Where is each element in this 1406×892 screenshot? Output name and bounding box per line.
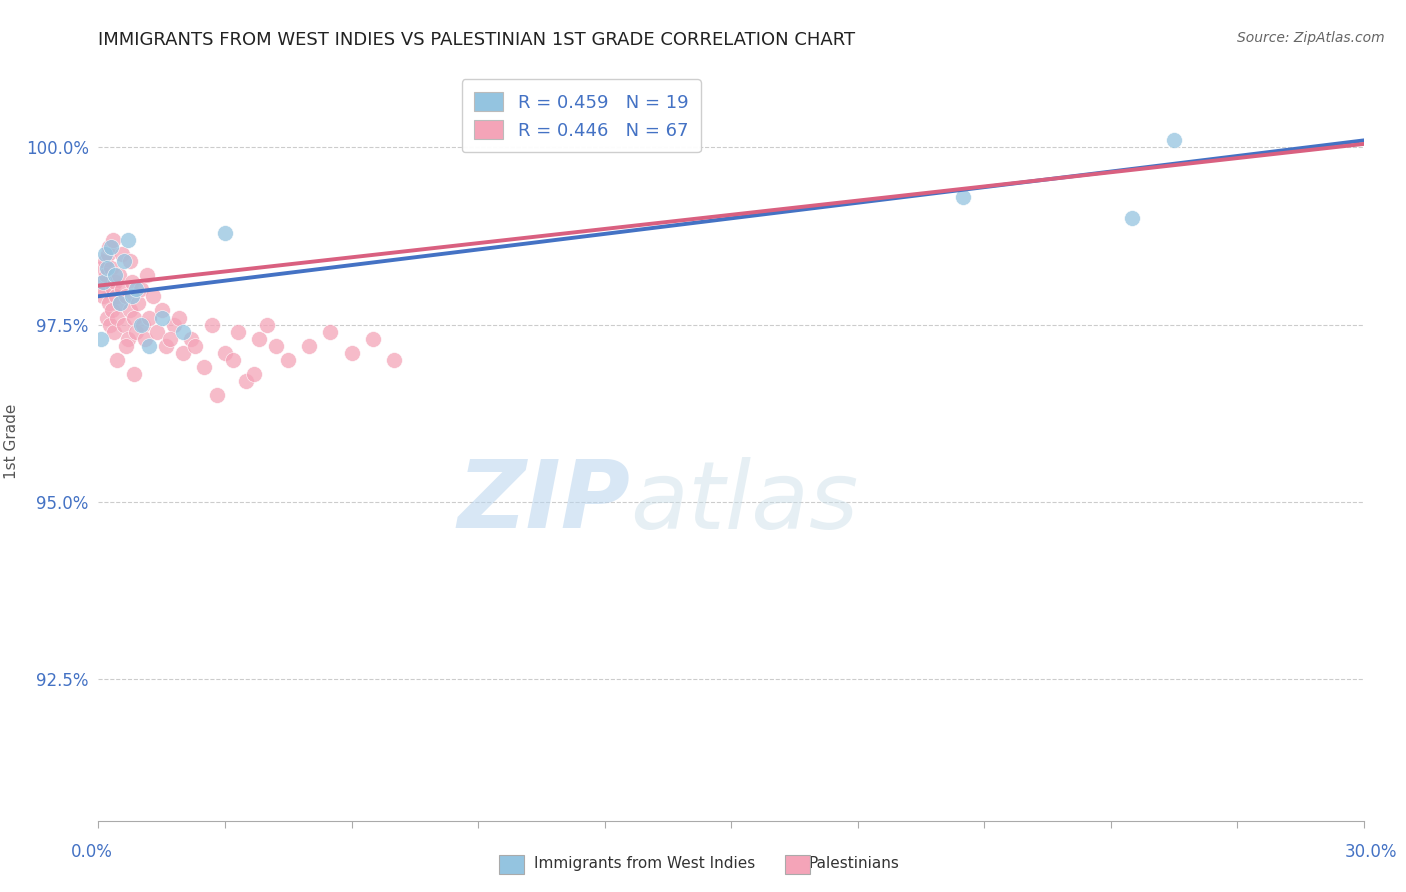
Point [103, 282, 124, 296]
Point [205, 388, 228, 402]
Point [108, 296, 131, 310]
Point [112, 253, 135, 268]
Point [155, 339, 177, 353]
Point [277, 353, 299, 368]
Point [226, 325, 249, 339]
Point [214, 346, 236, 360]
Point [1121, 211, 1143, 226]
Point [93, 246, 117, 260]
Point [150, 303, 173, 318]
Point [96, 310, 118, 325]
Text: Immigrants from West Indies: Immigrants from West Indies [534, 856, 755, 871]
Point [193, 360, 215, 375]
Point [361, 332, 384, 346]
Point [100, 260, 122, 275]
Y-axis label: 1st Grade: 1st Grade [4, 404, 18, 479]
Point [94, 268, 117, 282]
Point [104, 275, 127, 289]
Text: Source: ZipAtlas.com: Source: ZipAtlas.com [1237, 31, 1385, 45]
Point [104, 268, 127, 282]
Point [142, 289, 165, 303]
Point [107, 310, 129, 325]
Point [167, 310, 190, 325]
Point [1163, 133, 1185, 147]
Point [98, 240, 121, 254]
Text: Palestinians: Palestinians [808, 856, 900, 871]
Point [111, 246, 132, 260]
Point [150, 310, 173, 325]
Point [128, 296, 150, 310]
Text: IMMIGRANTS FROM WEST INDIES VS PALESTINIAN 1ST GRADE CORRELATION CHART: IMMIGRANTS FROM WEST INDIES VS PALESTINI… [98, 31, 855, 49]
Point [108, 296, 131, 310]
Text: 0.0%: 0.0% [70, 843, 112, 861]
Point [146, 325, 169, 339]
Point [90, 332, 112, 346]
Legend: R = 0.459   N = 19, R = 0.446   N = 67: R = 0.459 N = 19, R = 0.446 N = 67 [461, 79, 702, 153]
Point [117, 332, 139, 346]
Point [298, 339, 321, 353]
Point [264, 339, 287, 353]
Point [91, 275, 114, 289]
Point [90, 275, 112, 289]
Point [97, 246, 120, 260]
Point [120, 253, 141, 268]
Point [112, 318, 135, 332]
Point [124, 310, 146, 325]
Point [107, 268, 129, 282]
Point [125, 325, 148, 339]
Point [129, 318, 152, 332]
Point [91, 289, 114, 303]
Point [214, 226, 236, 240]
Point [256, 318, 278, 332]
Point [115, 339, 138, 353]
Point [247, 332, 270, 346]
Point [115, 289, 138, 303]
Point [105, 289, 128, 303]
Point [124, 368, 146, 382]
Point [184, 339, 207, 353]
Point [101, 303, 124, 318]
Point [103, 325, 125, 339]
Point [98, 296, 121, 310]
Point [340, 346, 363, 360]
Point [129, 282, 152, 296]
Point [180, 332, 202, 346]
Point [243, 368, 266, 382]
Point [103, 233, 124, 247]
Point [107, 353, 129, 368]
Point [100, 240, 122, 254]
Point [93, 282, 115, 296]
Point [382, 353, 405, 368]
Point [138, 310, 160, 325]
Point [159, 332, 181, 346]
Point [952, 190, 974, 204]
Point [163, 318, 186, 332]
Point [319, 325, 342, 339]
Point [235, 374, 257, 388]
Point [132, 318, 155, 332]
Point [121, 289, 143, 303]
Text: ZIP: ZIP [457, 456, 630, 549]
Point [121, 275, 143, 289]
Point [111, 282, 132, 296]
Point [90, 260, 112, 275]
Point [172, 346, 194, 360]
Point [172, 325, 194, 339]
Point [98, 318, 121, 332]
Point [201, 318, 224, 332]
Point [138, 339, 160, 353]
Point [120, 303, 141, 318]
Point [93, 253, 117, 268]
Point [136, 268, 159, 282]
Point [117, 233, 139, 247]
Point [134, 332, 156, 346]
Point [222, 353, 245, 368]
Point [96, 260, 118, 275]
Text: atlas: atlas [630, 457, 858, 548]
Text: 30.0%: 30.0% [1344, 843, 1398, 861]
Point [125, 282, 148, 296]
